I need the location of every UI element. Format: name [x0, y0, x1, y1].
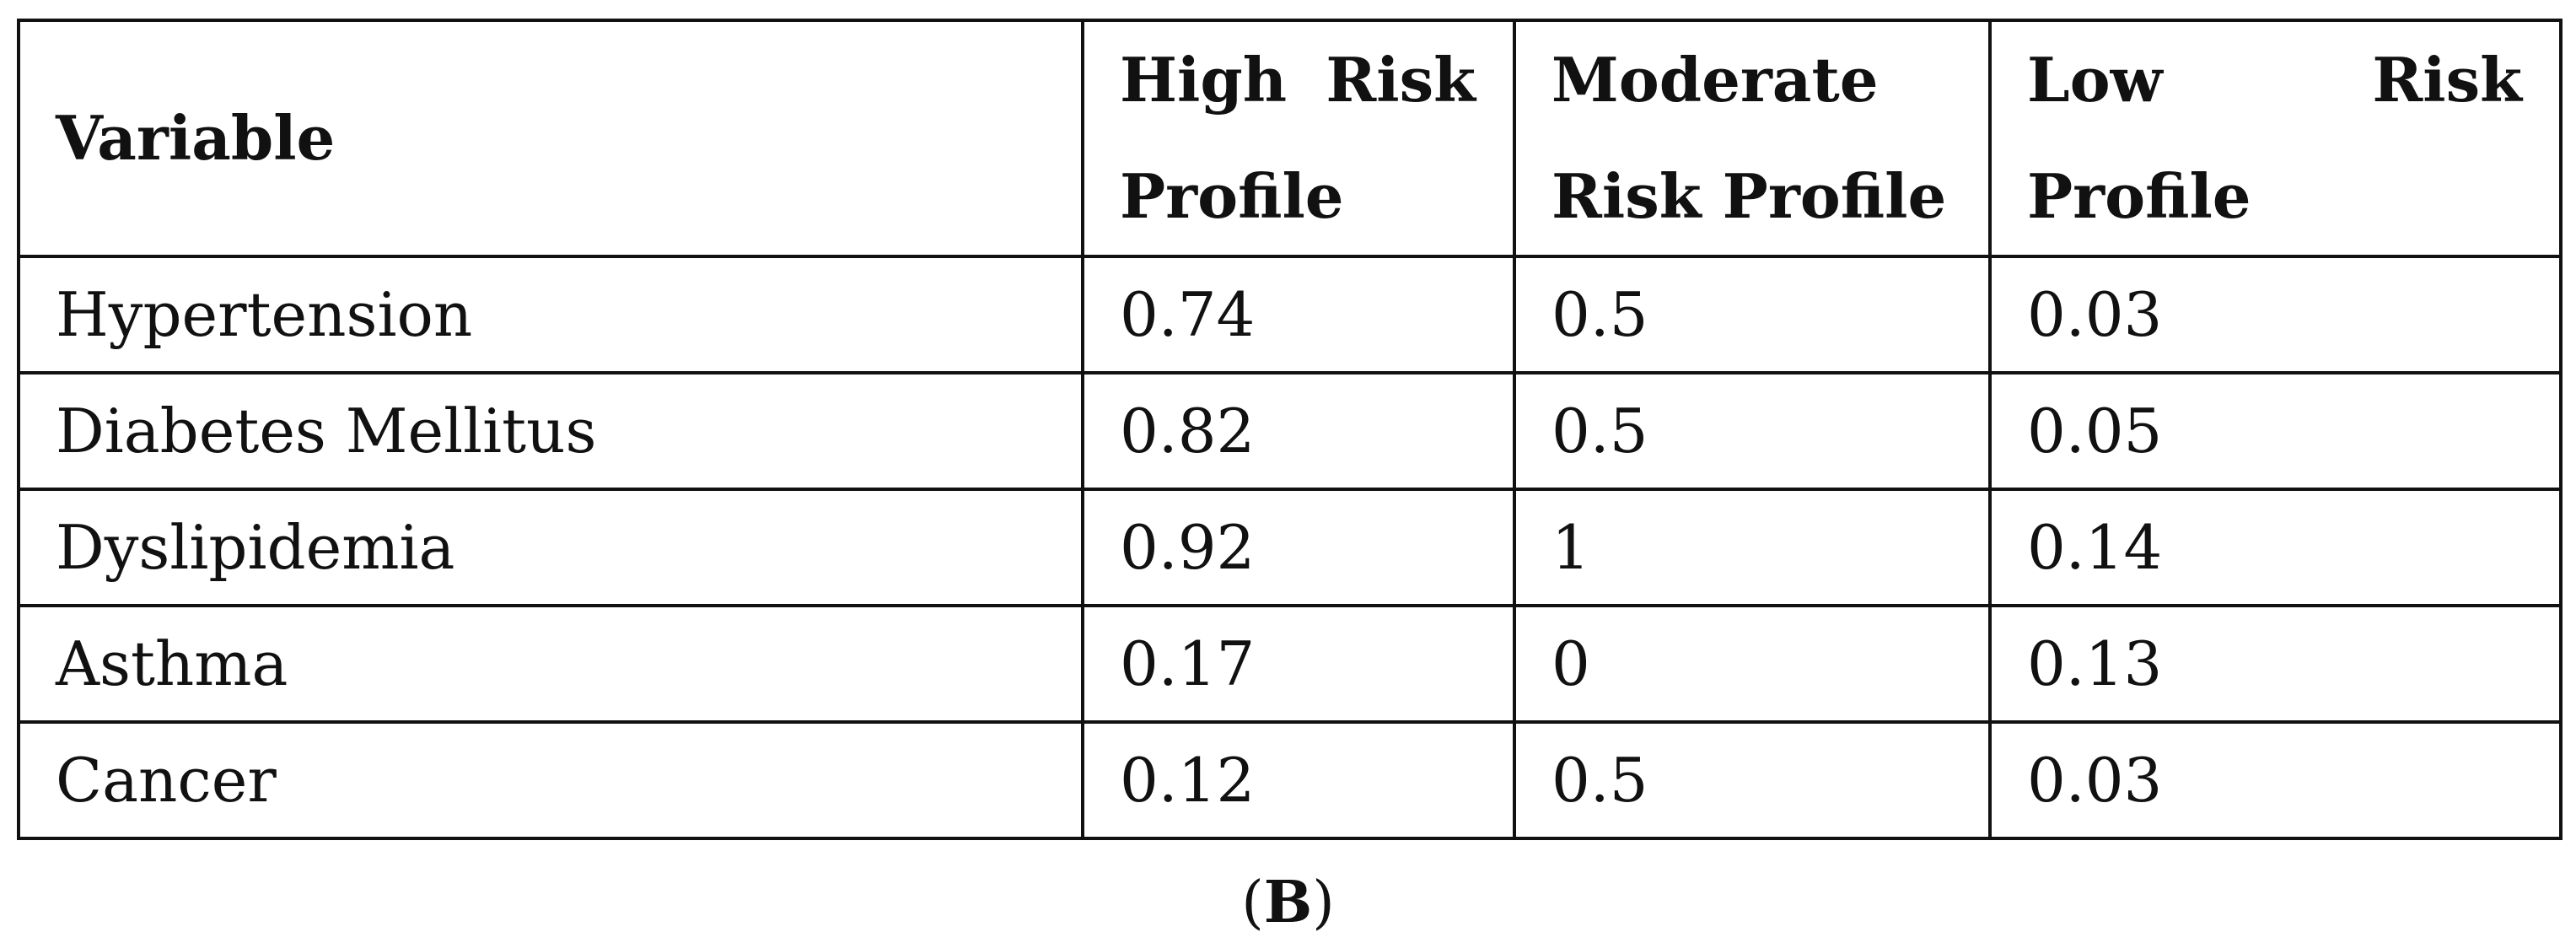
caption-label: B — [1263, 869, 1313, 936]
figure-caption: (B) — [0, 869, 2576, 936]
cell-moderate: 0 — [1513, 604, 1992, 724]
risk-profile-table: Variable High Risk Profile Moderate Risk… — [17, 19, 2563, 840]
cell-low: 0.05 — [1988, 371, 2563, 491]
cell-high: 0.74 — [1081, 255, 1516, 375]
header-moderate-line1: Moderate — [1552, 44, 1879, 116]
table-row: Hypertension 0.74 0.5 0.03 — [17, 255, 2563, 375]
cell-moderate: 0.5 — [1513, 371, 1992, 491]
cell-low: 0.13 — [1988, 604, 2563, 724]
cell-variable: Hypertension — [17, 255, 1084, 375]
header-row: Variable High Risk Profile Moderate Risk… — [17, 19, 2563, 258]
table-row: Dyslipidemia 0.92 1 0.14 — [17, 488, 2563, 607]
cell-low: 0.03 — [1988, 720, 2563, 840]
cell-variable: Diabetes Mellitus — [17, 371, 1084, 491]
table-header: Variable High Risk Profile Moderate Risk… — [17, 19, 2563, 258]
caption-open-paren: ( — [1241, 870, 1264, 936]
cell-variable: Dyslipidemia — [17, 488, 1084, 607]
header-low-line2: Profile — [2027, 160, 2251, 232]
cell-high: 0.82 — [1081, 371, 1516, 491]
header-moderate-line2: Risk Profile — [1552, 160, 1947, 232]
cell-variable: Asthma — [17, 604, 1084, 724]
header-high-risk-profile: High Risk Profile — [1081, 19, 1516, 258]
caption-close-paren: ) — [1312, 870, 1335, 936]
header-high-line1: High Risk — [1120, 44, 1476, 116]
cell-high: 0.17 — [1081, 604, 1516, 724]
header-variable: Variable — [17, 19, 1084, 258]
risk-profile-table-container: Variable High Risk Profile Moderate Risk… — [17, 19, 2563, 840]
cell-low: 0.14 — [1988, 488, 2563, 607]
header-low-risk-profile: Low Risk Profile — [1988, 19, 2563, 258]
cell-moderate: 0.5 — [1513, 720, 1992, 840]
cell-low: 0.03 — [1988, 255, 2563, 375]
header-high-line2: Profile — [1120, 160, 1344, 232]
header-low-line1: Low Risk — [2027, 44, 2522, 116]
table-row: Diabetes Mellitus 0.82 0.5 0.05 — [17, 371, 2563, 491]
cell-high: 0.92 — [1081, 488, 1516, 607]
cell-moderate: 1 — [1513, 488, 1992, 607]
cell-moderate: 0.5 — [1513, 255, 1992, 375]
table-row: Asthma 0.17 0 0.13 — [17, 604, 2563, 724]
table-row: Cancer 0.12 0.5 0.03 — [17, 720, 2563, 840]
table-body: Hypertension 0.74 0.5 0.03 Diabetes Mell… — [17, 255, 2563, 840]
cell-high: 0.12 — [1081, 720, 1516, 840]
cell-variable: Cancer — [17, 720, 1084, 840]
header-moderate-risk-profile: Moderate Risk Profile — [1513, 19, 1992, 258]
